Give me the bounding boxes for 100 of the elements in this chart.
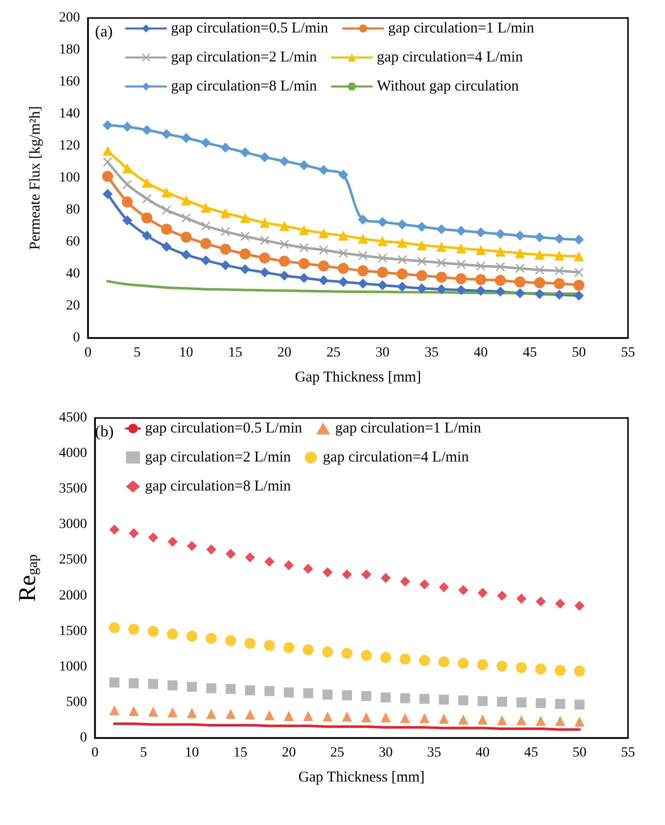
- point: [458, 658, 469, 669]
- point: [416, 240, 427, 250]
- point: [338, 170, 348, 180]
- point: [240, 213, 250, 223]
- y-tick-label: 3500: [59, 482, 87, 497]
- point: [181, 250, 192, 260]
- point: [284, 560, 294, 570]
- point: [245, 710, 256, 720]
- point: [206, 632, 217, 644]
- point: [260, 267, 270, 278]
- point: [476, 262, 486, 270]
- point: [495, 229, 506, 239]
- point: [226, 684, 236, 694]
- point: [516, 264, 524, 273]
- point: [476, 245, 486, 255]
- point: [206, 544, 216, 555]
- point: [260, 218, 270, 228]
- x-tick-label: 40: [474, 346, 488, 360]
- point: [102, 170, 114, 182]
- x-tick-label: 15: [228, 346, 242, 360]
- y-tick-label: 2000: [59, 588, 87, 604]
- point: [456, 243, 466, 254]
- point: [338, 262, 349, 274]
- x-tick-label: 45: [524, 746, 538, 760]
- point: [536, 698, 546, 708]
- point: [168, 707, 178, 718]
- x-tick-label: 20: [277, 346, 292, 360]
- point: [438, 694, 449, 705]
- x-tick-label: 25: [326, 346, 340, 360]
- point: [516, 662, 527, 674]
- point: [438, 582, 449, 592]
- point: [497, 590, 508, 601]
- point: [574, 600, 585, 611]
- point: [515, 248, 525, 258]
- point: [245, 552, 256, 562]
- point: [244, 638, 256, 649]
- point: [279, 221, 290, 231]
- point: [201, 222, 210, 230]
- point: [280, 240, 289, 249]
- point: [168, 536, 178, 547]
- point: [128, 706, 139, 716]
- x-tick-label: 35: [424, 346, 439, 360]
- point: [380, 573, 391, 583]
- y-tick-label: 1000: [59, 659, 87, 674]
- point: [128, 528, 139, 538]
- point: [220, 142, 230, 153]
- legend-label: gap circulation=0.5 L/min: [145, 420, 303, 436]
- point: [186, 682, 197, 692]
- point: [102, 189, 113, 199]
- point: [206, 708, 216, 719]
- point: [574, 716, 585, 727]
- point: [476, 227, 486, 238]
- x-tick-label: 55: [621, 346, 635, 360]
- point: [226, 708, 236, 719]
- y-tick-label: 4000: [59, 446, 87, 462]
- point: [186, 541, 197, 551]
- point: [574, 234, 584, 245]
- point: [141, 212, 152, 224]
- point: [419, 713, 430, 724]
- point: [318, 228, 329, 238]
- point: [279, 156, 290, 166]
- point: [168, 680, 178, 690]
- legend-label: gap circulation=1 L/min: [388, 20, 535, 36]
- point: [535, 664, 546, 675]
- point: [574, 268, 584, 277]
- point: [278, 256, 290, 267]
- point: [142, 230, 152, 241]
- point: [554, 278, 565, 290]
- point: [378, 217, 388, 227]
- point: [497, 696, 508, 707]
- y-tick-label: 160: [59, 74, 80, 90]
- point: [516, 594, 526, 604]
- point: [200, 138, 211, 148]
- point: [456, 260, 466, 269]
- point: [417, 256, 426, 266]
- point: [342, 712, 352, 722]
- point: [122, 122, 132, 132]
- point: [358, 278, 368, 289]
- point: [299, 273, 309, 283]
- point: [181, 195, 192, 206]
- x-tick-label: 30: [378, 746, 393, 760]
- point: [416, 270, 428, 282]
- point: [361, 569, 372, 580]
- point: [574, 666, 586, 677]
- point: [108, 622, 120, 634]
- point: [109, 524, 120, 535]
- y-tick-label: 180: [59, 42, 80, 58]
- point: [536, 596, 546, 606]
- legend-label: gap circulation=2 L/min: [171, 50, 318, 66]
- point: [260, 236, 270, 245]
- point: [264, 556, 274, 567]
- point: [322, 567, 333, 578]
- point: [476, 286, 486, 296]
- y-tick-label: 200: [59, 10, 80, 26]
- point: [220, 208, 230, 218]
- point: [342, 569, 352, 580]
- point: [338, 277, 348, 287]
- point: [186, 708, 197, 718]
- point: [245, 685, 256, 696]
- point: [378, 236, 388, 246]
